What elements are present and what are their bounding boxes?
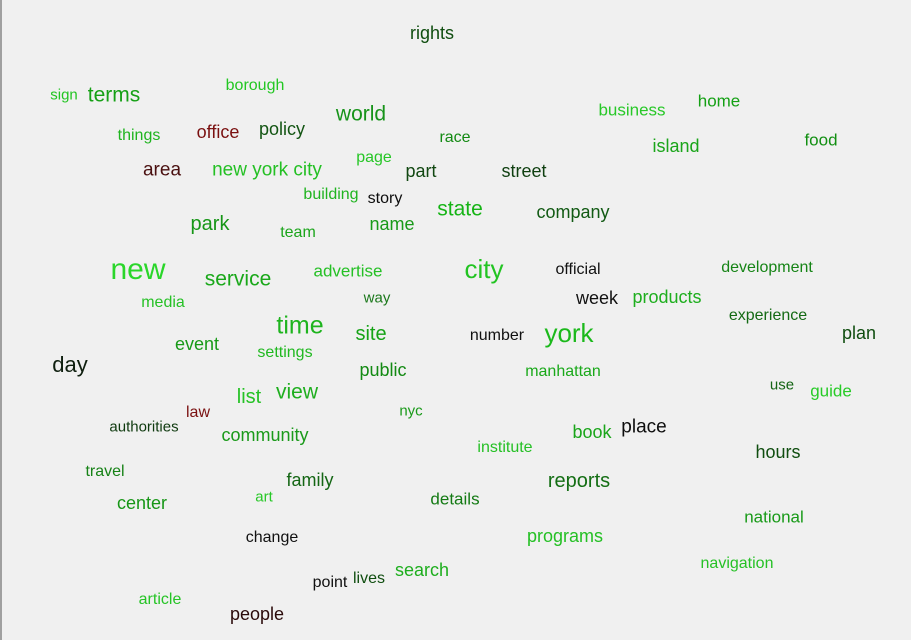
- cloud-word: state: [437, 197, 483, 221]
- cloud-word: business: [598, 100, 666, 120]
- cloud-word: building: [303, 186, 359, 203]
- cloud-word: center: [116, 493, 168, 513]
- cloud-word: service: [204, 267, 272, 291]
- cloud-word: office: [196, 122, 240, 142]
- cloud-word: page: [356, 149, 392, 166]
- cloud-word: food: [804, 130, 838, 150]
- cloud-word: new: [110, 253, 166, 286]
- cloud-word: article: [138, 591, 182, 608]
- cloud-word: rights: [409, 23, 455, 43]
- cloud-word: park: [190, 213, 230, 235]
- cloud-word: guide: [810, 381, 852, 401]
- cloud-word: team: [280, 224, 316, 241]
- cloud-word: week: [575, 288, 619, 308]
- cloud-word: view: [275, 380, 319, 404]
- cloud-word: search: [394, 560, 450, 580]
- cloud-word: lives: [352, 570, 386, 587]
- cloud-word: new york city: [212, 159, 322, 181]
- cloud-word: manhattan: [525, 363, 601, 380]
- cloud-word: story: [367, 190, 403, 207]
- cloud-word: law: [185, 404, 211, 421]
- cloud-word: institute: [477, 439, 533, 456]
- cloud-word: point: [312, 574, 348, 591]
- cloud-word: products: [632, 287, 702, 307]
- cloud-word: art: [255, 488, 273, 506]
- cloud-word: york: [544, 318, 594, 348]
- cloud-word: event: [174, 334, 220, 354]
- cloud-word: advertise: [313, 261, 383, 281]
- cloud-word: number: [469, 327, 525, 344]
- cloud-word: site: [355, 323, 387, 345]
- cloud-word: list: [236, 386, 262, 408]
- cloud-word: travel: [85, 463, 125, 480]
- cloud-word: development: [721, 259, 813, 276]
- cloud-word: community: [221, 425, 309, 445]
- cloud-word: world: [335, 102, 387, 126]
- cloud-word: use: [769, 376, 795, 394]
- cloud-word: things: [117, 127, 161, 144]
- cloud-word: sign: [50, 86, 78, 104]
- cloud-word: official: [555, 261, 601, 278]
- cloud-word: home: [697, 91, 741, 111]
- cloud-word: hours: [755, 442, 801, 462]
- cloud-word: media: [141, 294, 185, 311]
- cloud-word: national: [744, 507, 804, 527]
- cloud-word: details: [430, 489, 480, 509]
- cloud-word: day: [52, 352, 88, 377]
- cloud-word: city: [464, 254, 504, 284]
- cloud-word: area: [142, 159, 182, 181]
- cloud-word: programs: [526, 526, 604, 546]
- cloud-word: street: [501, 161, 547, 181]
- cloud-word: family: [286, 470, 334, 490]
- cloud-word: change: [245, 529, 299, 546]
- cloud-word: place: [621, 416, 667, 438]
- cloud-word: terms: [87, 83, 141, 107]
- cloud-word: nyc: [399, 402, 423, 420]
- cloud-word: island: [652, 136, 700, 156]
- cloud-word: way: [363, 289, 391, 307]
- cloud-word: people: [229, 604, 285, 624]
- cloud-word: public: [359, 360, 407, 380]
- cloud-word: navigation: [700, 555, 774, 572]
- cloud-word: book: [572, 422, 612, 442]
- cloud-word: plan: [841, 323, 877, 343]
- cloud-word: authorities: [109, 418, 179, 436]
- cloud-word: company: [536, 202, 610, 222]
- cloud-word: part: [405, 161, 437, 181]
- cloud-word: race: [439, 129, 471, 146]
- cloud-word: policy: [258, 119, 306, 139]
- cloud-word: name: [369, 214, 415, 234]
- cloud-word: settings: [257, 344, 313, 361]
- cloud-word: borough: [225, 77, 285, 94]
- cloud-word: time: [276, 311, 324, 340]
- cloud-word: reports: [547, 470, 611, 492]
- cloud-word: experience: [728, 307, 808, 324]
